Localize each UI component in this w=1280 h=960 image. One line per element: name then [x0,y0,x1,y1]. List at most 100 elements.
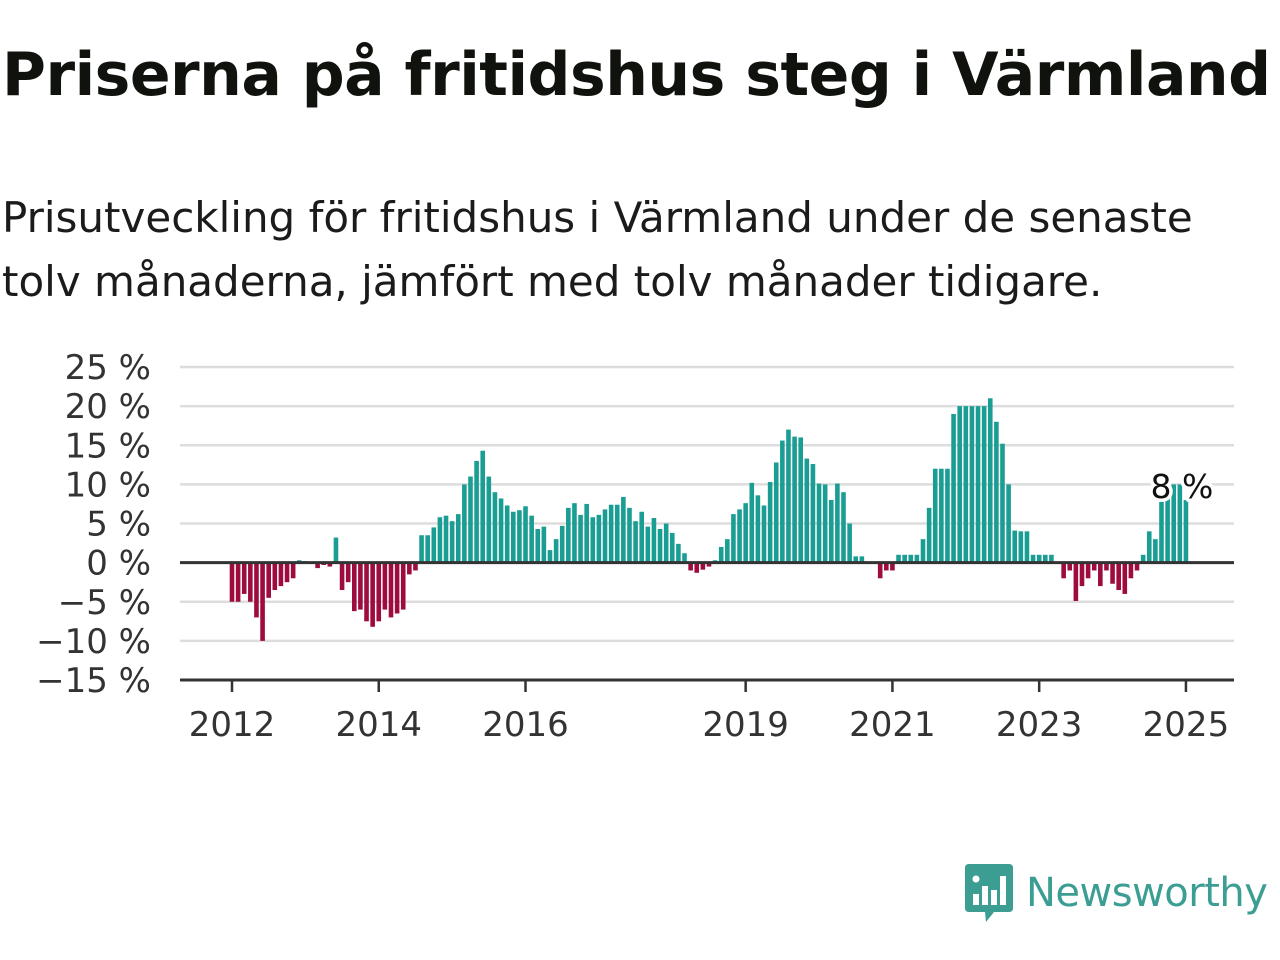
bar [957,406,962,563]
bar [835,483,840,563]
bar [272,562,278,591]
y-tick-label: 5 % [86,505,151,545]
bar [486,476,492,563]
bar [633,521,638,563]
bar [890,562,895,571]
bar [1183,500,1189,563]
bar [541,526,547,563]
bar [981,406,987,563]
bar [994,421,999,563]
bar [602,509,608,563]
bar [339,562,345,591]
bar [254,562,259,618]
bar [260,562,265,641]
bar [358,562,363,610]
bar [419,535,424,563]
x-tick-label: 2012 [189,705,276,745]
bar [627,507,632,563]
bar [413,562,418,571]
bar [559,525,565,563]
bar [425,535,430,563]
bar [688,562,693,571]
bar [510,511,516,563]
bar [914,554,920,563]
bar [235,562,241,602]
bar [1128,562,1134,579]
bar [663,523,669,563]
bar [884,562,889,571]
bar [333,537,339,563]
bar [853,556,859,563]
bar [804,458,810,563]
bar [926,507,932,563]
bar [682,553,687,563]
bar [553,539,559,563]
bar [547,550,553,563]
bar [394,562,400,614]
y-tick-label: 10 % [65,465,151,505]
bar [370,562,375,627]
data-labels: 8 % [1147,464,1217,510]
bar [462,484,467,563]
bar [572,503,577,563]
bar [608,504,614,563]
bar [841,492,846,563]
bar [810,464,816,563]
bar [229,562,235,602]
bar [1043,554,1048,563]
bar [749,482,755,563]
bar [773,462,779,563]
x-tick-label: 2019 [702,705,789,745]
bar [639,511,645,563]
bar [566,507,571,563]
bar [492,492,498,563]
bar [431,527,437,563]
bar [376,562,382,622]
bar [1171,484,1177,563]
bar [590,517,596,563]
bar [792,436,797,563]
bar [847,523,852,563]
bar [266,562,271,598]
y-tick-label: 0 % [86,544,151,584]
bar [731,514,736,563]
bar [1012,530,1018,563]
bar [1153,539,1158,563]
bar [1098,562,1103,587]
bar [443,515,449,563]
x-tick-label: 2025 [1143,705,1230,745]
bar [1079,562,1085,587]
bar [241,562,247,594]
bar [700,562,706,570]
bar [896,554,901,563]
bar [755,495,761,563]
bar [725,539,730,563]
bar [578,514,583,563]
x-tick-label: 2016 [482,705,569,745]
bar [657,528,663,563]
bar [1049,554,1054,563]
bar [1116,562,1121,591]
newsworthy-logo-text: Newsworthy [1026,870,1268,916]
bar [1104,562,1109,571]
bar [798,437,803,563]
bar [468,476,473,563]
bar [706,562,712,567]
bar [816,483,822,563]
y-tick-label: 20 % [65,387,151,427]
bar [388,562,394,618]
bar [1061,562,1066,579]
bar [400,562,406,610]
bar [963,406,969,563]
bar [345,562,351,583]
bar [523,506,528,563]
bar [284,562,290,583]
bar [596,514,602,563]
bar [614,504,620,563]
bar [975,406,981,563]
bar [315,562,320,569]
bar [767,482,773,563]
bar [621,496,626,563]
bar [694,562,700,573]
bar [1134,562,1140,571]
